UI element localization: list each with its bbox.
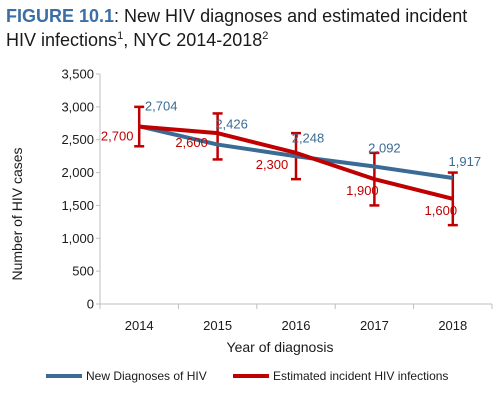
x-axis-title: Year of diagnosis	[227, 339, 334, 355]
x-tick-label: 2014	[125, 318, 154, 333]
footnote-2: 2	[262, 30, 269, 42]
y-tick-label: 500	[72, 264, 94, 279]
data-label-incident: 1,900	[346, 183, 379, 198]
x-tick-label: 2018	[438, 318, 467, 333]
legend-label-incident: Estimated incident HIV infections	[273, 369, 448, 383]
title-text: : New HIV diagnoses and estimated incide…	[6, 6, 468, 50]
y-axis-title: Number of HIV cases	[9, 147, 25, 280]
data-label-diagnoses: 2,092	[368, 141, 401, 156]
y-tick-label: 2,500	[61, 132, 94, 147]
axes	[99, 74, 492, 305]
y-axis-ticks: 0 500 1,000 1,500 2,000 2,500 3,000 3,500	[61, 67, 100, 312]
footnote-1: 1	[117, 30, 124, 42]
data-label-diagnoses: 2,248	[292, 130, 325, 145]
x-tick-label: 2016	[282, 318, 311, 333]
legend-label-diagnoses: New Diagnoses of HIV	[86, 369, 207, 383]
error-bars	[134, 105, 458, 227]
data-label-diagnoses: 2,704	[145, 98, 178, 113]
data-label-diagnoses: 1,917	[449, 154, 482, 169]
x-tick-label: 2017	[360, 318, 389, 333]
data-label-incident: 2,700	[101, 129, 134, 144]
y-tick-label: 3,000	[61, 99, 94, 114]
series-lines	[138, 124, 454, 201]
figure-label: FIGURE 10.1	[6, 6, 115, 26]
legend: New Diagnoses of HIV Estimated incident …	[46, 369, 448, 383]
error-bar	[212, 112, 223, 161]
data-label-incident: 2,600	[175, 135, 208, 150]
y-tick-label: 1,000	[61, 231, 94, 246]
x-axis-ticks: 2014 2015 2016 2017 2018	[99, 304, 493, 333]
series-line-incident	[139, 124, 454, 201]
series-line-diagnoses	[138, 124, 454, 181]
y-tick-label: 2,000	[61, 165, 94, 180]
data-label-incident: 2,300	[256, 157, 289, 172]
title-text-2: , NYC 2014-2018	[123, 30, 263, 50]
data-labels: 2,704 2,426 2,248 2,092 1,917 2,700 2,600 2,300…	[101, 98, 481, 218]
x-tick-label: 2015	[203, 318, 232, 333]
data-label-diagnoses: 2,426	[215, 117, 248, 132]
y-tick-label: 3,500	[61, 67, 94, 82]
y-tick-label: 0	[87, 297, 94, 312]
chart-title: FIGURE 10.1: New HIV diagnoses and estim…	[6, 4, 496, 52]
y-tick-label: 1,500	[61, 198, 94, 213]
data-label-incident: 1,600	[425, 203, 458, 218]
